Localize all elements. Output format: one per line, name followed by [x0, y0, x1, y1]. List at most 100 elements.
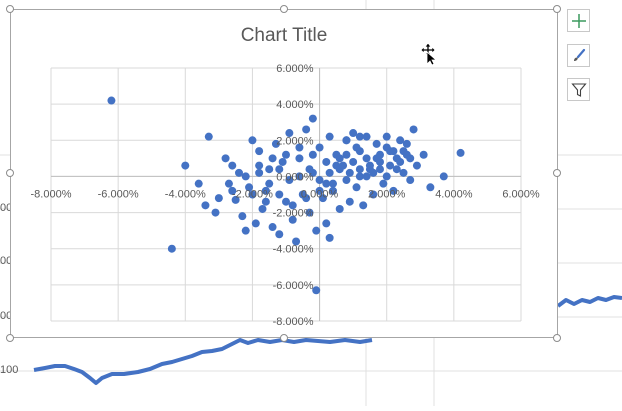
data-point[interactable]	[275, 165, 284, 174]
data-point[interactable]	[365, 161, 374, 170]
data-point[interactable]	[342, 150, 351, 159]
data-point[interactable]	[181, 161, 190, 170]
data-point[interactable]	[349, 129, 358, 138]
data-point[interactable]	[372, 154, 381, 163]
data-point[interactable]	[439, 172, 448, 181]
data-point[interactable]	[224, 179, 233, 188]
data-point[interactable]	[292, 237, 301, 246]
data-point[interactable]	[426, 183, 435, 192]
data-point[interactable]	[271, 139, 280, 148]
data-point[interactable]	[352, 143, 361, 152]
data-point[interactable]	[325, 132, 334, 141]
data-point[interactable]	[315, 186, 324, 195]
data-point[interactable]	[399, 147, 408, 156]
data-point[interactable]	[406, 154, 415, 163]
data-point[interactable]	[308, 150, 317, 159]
data-point[interactable]	[221, 154, 230, 163]
data-point[interactable]	[389, 186, 398, 195]
data-point[interactable]	[265, 179, 274, 188]
data-point[interactable]	[248, 136, 257, 145]
data-point[interactable]	[255, 168, 264, 177]
data-point[interactable]	[305, 208, 314, 217]
data-point[interactable]	[285, 129, 294, 138]
data-point[interactable]	[392, 165, 401, 174]
data-point[interactable]	[238, 212, 247, 221]
data-point[interactable]	[369, 190, 378, 199]
data-point[interactable]	[396, 136, 405, 145]
data-point[interactable]	[362, 154, 371, 163]
chart-elements-button[interactable]	[567, 9, 590, 32]
data-point[interactable]	[399, 168, 408, 177]
data-point[interactable]	[258, 204, 267, 213]
data-point[interactable]	[329, 186, 337, 195]
data-point[interactable]	[288, 215, 297, 224]
data-point[interactable]	[409, 125, 418, 134]
data-point[interactable]	[194, 179, 203, 188]
data-point[interactable]	[355, 165, 364, 174]
data-point[interactable]	[261, 186, 270, 195]
data-point[interactable]	[386, 161, 395, 170]
data-point[interactable]	[282, 150, 290, 159]
data-point[interactable]	[275, 230, 284, 239]
data-point[interactable]	[335, 204, 344, 213]
data-point[interactable]	[231, 195, 240, 204]
data-point[interactable]	[282, 197, 290, 206]
data-point[interactable]	[389, 147, 398, 156]
data-point[interactable]	[382, 143, 391, 152]
data-point[interactable]	[275, 190, 284, 199]
chart-object[interactable]: Chart Title -8.000% -6.000% -4.000% -2.000%…	[10, 9, 558, 338]
data-point[interactable]	[302, 125, 311, 134]
data-point[interactable]	[245, 183, 254, 192]
data-point[interactable]	[228, 186, 237, 195]
data-point[interactable]	[412, 161, 421, 170]
data-point[interactable]	[419, 150, 428, 159]
data-point[interactable]	[285, 176, 294, 185]
data-point[interactable]	[312, 286, 321, 295]
data-point[interactable]	[335, 154, 344, 163]
data-point[interactable]	[349, 157, 358, 166]
data-point[interactable]	[302, 194, 311, 203]
data-point[interactable]	[308, 168, 317, 177]
data-point[interactable]	[345, 197, 354, 206]
data-point[interactable]	[322, 219, 331, 228]
data-point[interactable]	[248, 190, 257, 199]
resize-handle-top-left[interactable]	[6, 5, 14, 13]
data-point[interactable]	[268, 154, 277, 163]
data-point[interactable]	[325, 168, 334, 177]
data-point[interactable]	[369, 168, 378, 177]
data-point[interactable]	[107, 96, 116, 105]
data-point[interactable]	[332, 161, 341, 170]
data-point[interactable]	[342, 136, 351, 145]
data-point[interactable]	[406, 176, 415, 185]
data-point[interactable]	[329, 179, 337, 188]
data-point[interactable]	[278, 157, 287, 166]
data-point[interactable]	[322, 157, 331, 166]
resize-handle-bottom-right[interactable]	[553, 334, 561, 342]
data-point[interactable]	[382, 172, 391, 181]
data-point[interactable]	[342, 176, 351, 185]
data-point[interactable]	[255, 161, 264, 170]
resize-handle-top[interactable]	[280, 5, 288, 13]
data-series[interactable]	[107, 96, 465, 295]
data-point[interactable]	[201, 201, 210, 210]
data-point[interactable]	[352, 183, 361, 192]
data-point[interactable]	[295, 143, 304, 152]
resize-handle-top-right[interactable]	[553, 5, 561, 13]
data-point[interactable]	[204, 132, 213, 141]
data-point[interactable]	[376, 165, 384, 174]
resize-handle-left[interactable]	[6, 169, 14, 177]
data-point[interactable]	[355, 132, 364, 141]
data-point[interactable]	[315, 143, 324, 152]
data-point[interactable]	[228, 161, 237, 170]
data-point[interactable]	[214, 194, 223, 203]
data-point[interactable]	[315, 176, 324, 185]
data-point[interactable]	[288, 201, 297, 210]
data-point[interactable]	[359, 201, 368, 210]
chart-filters-button[interactable]	[567, 78, 590, 101]
data-point[interactable]	[255, 147, 264, 156]
data-point[interactable]	[396, 157, 405, 166]
chart-title[interactable]: Chart Title	[240, 25, 328, 46]
data-point[interactable]	[167, 244, 176, 253]
data-point[interactable]	[295, 172, 304, 181]
data-point[interactable]	[211, 208, 220, 217]
